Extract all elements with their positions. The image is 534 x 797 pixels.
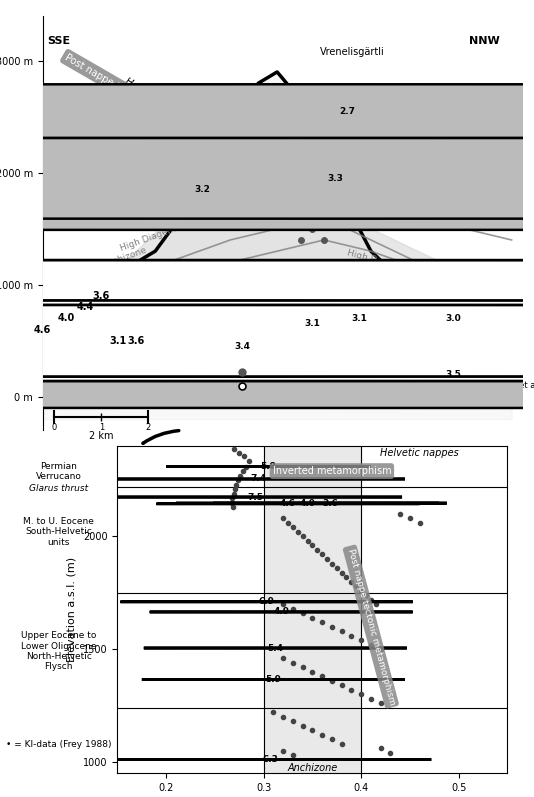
- Text: Low Diagenesis: Low Diagenesis: [348, 198, 418, 226]
- Text: Post nappe tectonic metamorphism: Post nappe tectonic metamorphism: [63, 52, 219, 148]
- Text: 5.9: 5.9: [265, 675, 281, 684]
- Text: Permian
Verrucano: Permian Verrucano: [36, 462, 82, 481]
- Text: 7.5: 7.5: [248, 493, 264, 501]
- Text: 3.5: 3.5: [445, 370, 461, 379]
- Text: Schlattalp: Schlattalp: [422, 143, 472, 152]
- Text: 3.3: 3.3: [328, 174, 344, 183]
- Text: Mürtschen
nappe: Mürtschen nappe: [366, 288, 413, 307]
- Text: Helvetic nappes: Helvetic nappes: [123, 77, 197, 124]
- Text: 4.0: 4.0: [300, 499, 316, 508]
- Text: 4.6: 4.6: [34, 324, 51, 335]
- Text: NNW: NNW: [469, 36, 500, 46]
- Text: 4.6: 4.6: [280, 499, 296, 508]
- Text: Glarner nappe: Glarner nappe: [217, 354, 281, 363]
- Text: SSE: SSE: [48, 36, 70, 46]
- Text: 3.6: 3.6: [322, 499, 338, 508]
- Circle shape: [0, 279, 534, 369]
- Text: 3.1: 3.1: [109, 336, 127, 346]
- Text: 4.4: 4.4: [76, 302, 93, 312]
- Text: 4.0: 4.0: [58, 313, 75, 324]
- Text: 3.1: 3.1: [351, 314, 367, 323]
- Text: Helvetic nappes: Helvetic nappes: [380, 449, 459, 458]
- Text: High Diagenesis: High Diagenesis: [119, 220, 191, 253]
- Text: 7.4: 7.4: [251, 474, 267, 484]
- Text: Linth valley: Linth valley: [54, 198, 111, 208]
- Text: 3.4: 3.4: [234, 342, 250, 351]
- Text: 3.6: 3.6: [128, 336, 145, 346]
- Text: 4.9: 4.9: [273, 607, 289, 616]
- Text: 5.4: 5.4: [268, 643, 284, 653]
- Circle shape: [0, 84, 534, 138]
- Circle shape: [0, 281, 534, 379]
- Text: Glarus thrust: Glarus thrust: [139, 312, 204, 332]
- Text: Oberblegialp: Oberblegialp: [164, 148, 226, 158]
- Circle shape: [0, 260, 534, 332]
- Polygon shape: [125, 173, 512, 341]
- Text: Klön valley: Klön valley: [465, 221, 518, 231]
- Circle shape: [0, 149, 534, 230]
- Text: Anchizone: Anchizone: [101, 245, 148, 270]
- Text: Axen nappe: Axen nappe: [260, 204, 318, 214]
- Text: 6.3: 6.3: [263, 755, 278, 764]
- Circle shape: [0, 273, 534, 363]
- Text: 2.7: 2.7: [340, 107, 356, 116]
- Text: Post nappe tectonic metamorphism: Post nappe tectonic metamorphism: [345, 548, 396, 706]
- Text: Vrenelisgärtli: Vrenelisgärtli: [320, 47, 384, 57]
- Circle shape: [0, 273, 534, 363]
- Text: Upper Eocene to
Lower Oligocene
North-Helvetic
Flysch: Upper Eocene to Lower Oligocene North-He…: [21, 631, 97, 672]
- Circle shape: [0, 138, 534, 218]
- Text: 3.6: 3.6: [93, 291, 110, 301]
- Circle shape: [0, 267, 534, 347]
- Circle shape: [0, 300, 534, 381]
- Text: 6.9: 6.9: [258, 597, 274, 607]
- Text: = KI samples (Frey et al. 1973): = KI samples (Frey et al. 1973): [254, 367, 384, 377]
- Text: 3.2: 3.2: [194, 185, 210, 194]
- Text: • = KI-data (Frey 1988): • = KI-data (Frey 1988): [6, 740, 112, 749]
- Text: 2: 2: [146, 423, 151, 433]
- Text: Anchizone: Anchizone: [287, 763, 337, 773]
- Circle shape: [0, 306, 534, 387]
- Text: High Diagenesis: High Diagenesis: [346, 248, 419, 276]
- Text: M. to U. Eocene
South-Helvetic
units: M. to U. Eocene South-Helvetic units: [23, 517, 94, 547]
- Y-axis label: Elevation a.s.l. (m): Elevation a.s.l. (m): [66, 557, 76, 662]
- Text: North-Helvetic Flysch: North-Helvetic Flysch: [60, 372, 156, 381]
- Text: 2 km: 2 km: [89, 431, 114, 442]
- Circle shape: [0, 341, 534, 408]
- Text: 3.0: 3.0: [445, 314, 461, 323]
- Text: 5.8: 5.8: [261, 462, 277, 471]
- Circle shape: [0, 273, 534, 363]
- Text: 3.1: 3.1: [304, 320, 320, 328]
- Text: = KI samples (Rahn 1994; Rahn et al. 1994), section from Frey et al. (1973: = KI samples (Rahn 1994; Rahn et al. 199…: [254, 381, 534, 390]
- Text: Inverted metamorphism: Inverted metamorphism: [272, 466, 391, 476]
- Text: 0: 0: [52, 423, 57, 433]
- Text: 1: 1: [99, 423, 104, 433]
- Text: Glarus thrust: Glarus thrust: [29, 484, 88, 493]
- Circle shape: [0, 305, 534, 377]
